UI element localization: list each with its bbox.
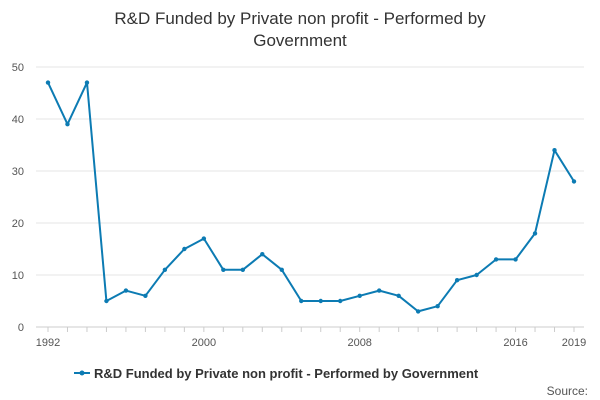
- data-point: [357, 293, 362, 298]
- data-point: [240, 267, 246, 272]
- data-point: [552, 148, 557, 153]
- x-axis: [36, 326, 584, 332]
- x-tick-label: 2016: [503, 337, 527, 349]
- data-point: [474, 272, 479, 278]
- x-tick-label: 1992: [36, 337, 60, 349]
- data-point: [299, 298, 304, 304]
- data-point: [84, 80, 90, 85]
- data-point: [162, 267, 168, 272]
- y-axis-tick-labels: 0 10 20 30 40 50: [12, 62, 24, 334]
- x-tick-label: 2000: [192, 337, 216, 349]
- data-point: [338, 298, 343, 304]
- data-point: [104, 298, 109, 304]
- legend-label: R&D Funded by Private non profit - Perfo…: [94, 366, 479, 381]
- y-tick-label: 30: [12, 166, 24, 178]
- y-tick-label: 0: [18, 322, 24, 334]
- data-point: [571, 179, 577, 184]
- data-point: [182, 246, 187, 252]
- x-tick-label: 2019: [562, 337, 586, 349]
- data-point: [65, 122, 70, 127]
- data-point: [493, 257, 499, 262]
- y-tick-label: 40: [12, 114, 24, 126]
- data-point: [201, 236, 207, 241]
- x-axis-tick-labels: 1992 2000 2008 2016 2019: [36, 337, 586, 349]
- y-tick-label: 10: [12, 270, 24, 282]
- chart-title-line-2: Government: [253, 31, 347, 50]
- x-tick-label: 2008: [347, 337, 371, 349]
- legend-point-marker: [79, 370, 85, 376]
- data-point: [260, 252, 265, 257]
- data-point: [513, 257, 518, 262]
- data-point: [318, 298, 323, 304]
- data-point: [376, 288, 382, 293]
- series-line: [47, 81, 575, 313]
- data-point: [143, 293, 148, 298]
- legend[interactable]: R&D Funded by Private non profit - Perfo…: [74, 366, 479, 381]
- y-tick-label: 50: [12, 62, 24, 74]
- data-point: [454, 278, 460, 283]
- data-point: [123, 288, 129, 293]
- data-point: [435, 304, 440, 309]
- source-label[interactable]: Source:: [547, 384, 588, 398]
- data-point: [396, 293, 401, 298]
- data-point: [279, 267, 284, 272]
- data-point: [415, 309, 421, 314]
- data-point: [532, 231, 538, 236]
- data-point: [221, 267, 226, 272]
- data-point: [45, 80, 51, 85]
- y-tick-label: 20: [12, 218, 24, 230]
- chart-title-line-1: R&D Funded by Private non profit - Perfo…: [114, 9, 486, 28]
- series-plot: [45, 80, 577, 314]
- grid-lines: [36, 66, 584, 276]
